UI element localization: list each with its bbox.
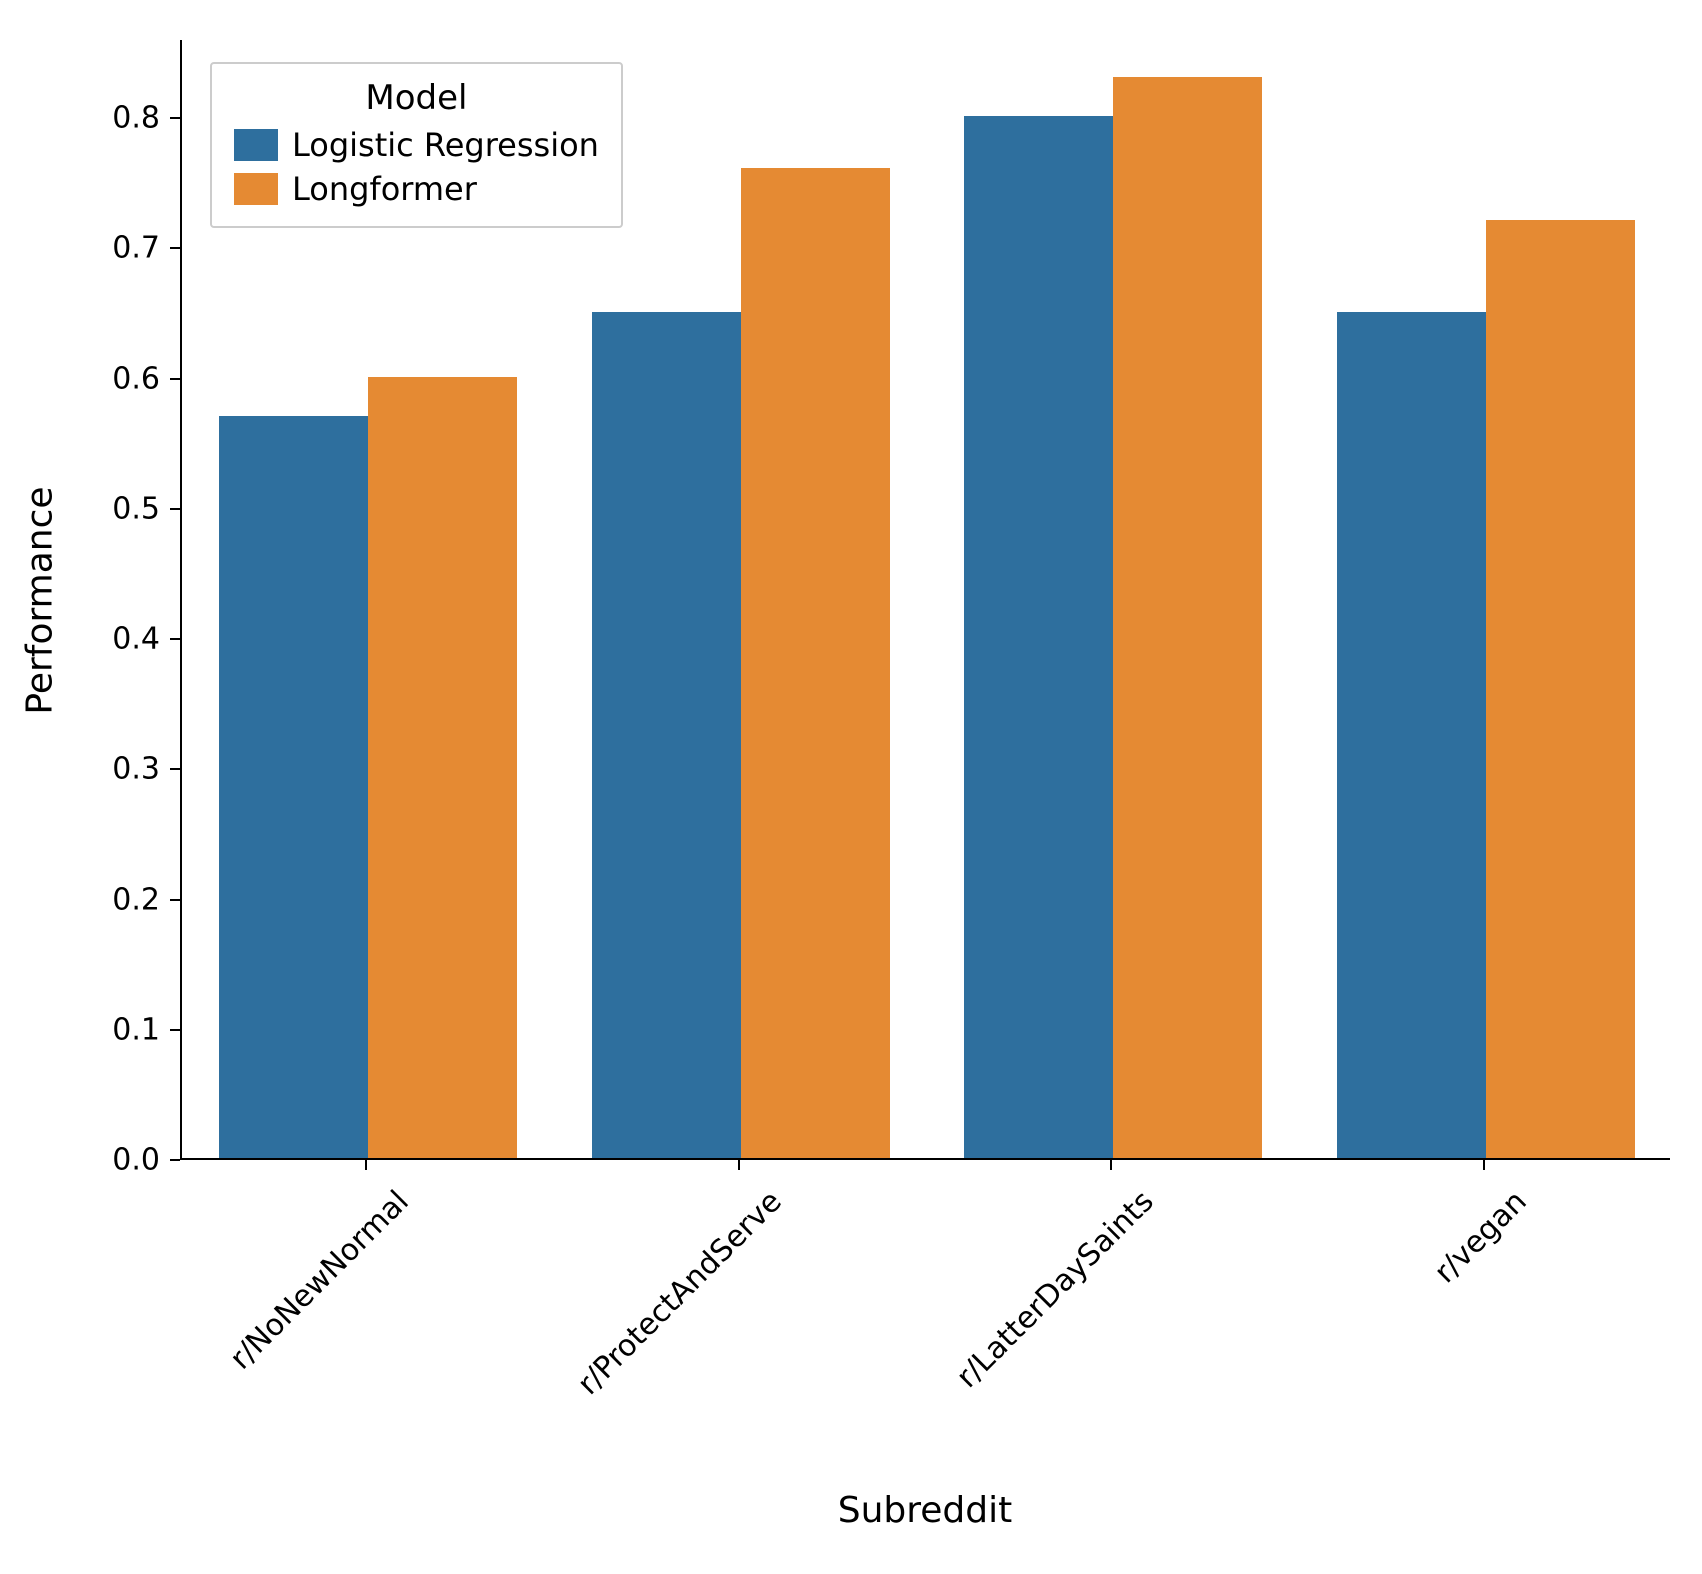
bar-chart: 0.00.10.20.30.40.50.60.70.8r/NoNewNormal…	[0, 0, 1702, 1574]
y-axis-label: Performance	[20, 41, 61, 1161]
ytick-mark	[170, 1029, 180, 1031]
xtick-label: r/NoNewNormal	[108, 1184, 416, 1492]
xtick-label: r/ProtectAndServe	[481, 1184, 789, 1492]
xtick-mark	[1110, 1160, 1112, 1170]
ytick-mark	[170, 768, 180, 770]
legend-swatch	[234, 173, 278, 205]
bar	[1113, 77, 1262, 1158]
bar	[219, 416, 368, 1158]
xtick-mark	[365, 1160, 367, 1170]
bar	[592, 312, 741, 1159]
legend-item: Logistic Regression	[234, 126, 599, 164]
legend: Model Logistic Regression Longformer	[210, 62, 623, 228]
ytick-mark	[170, 899, 180, 901]
ytick-mark	[170, 117, 180, 119]
legend-label: Longformer	[292, 170, 477, 208]
bar	[741, 168, 890, 1158]
legend-label: Logistic Regression	[292, 126, 599, 164]
bar	[1337, 312, 1486, 1159]
ytick-mark	[170, 247, 180, 249]
xtick-mark	[738, 1160, 740, 1170]
ytick-mark	[170, 1159, 180, 1161]
xtick-label: r/vegan	[1226, 1184, 1534, 1492]
ytick-mark	[170, 378, 180, 380]
xtick-label: r/LatterDaySaints	[853, 1184, 1161, 1492]
legend-item: Longformer	[234, 170, 599, 208]
bar	[368, 377, 517, 1158]
legend-swatch	[234, 129, 278, 161]
xtick-mark	[1483, 1160, 1485, 1170]
ytick-mark	[170, 638, 180, 640]
ytick-mark	[170, 508, 180, 510]
bar	[1486, 220, 1635, 1158]
legend-title: Model	[234, 78, 599, 118]
bar	[964, 116, 1113, 1158]
x-axis-label: Subreddit	[180, 1490, 1670, 1531]
